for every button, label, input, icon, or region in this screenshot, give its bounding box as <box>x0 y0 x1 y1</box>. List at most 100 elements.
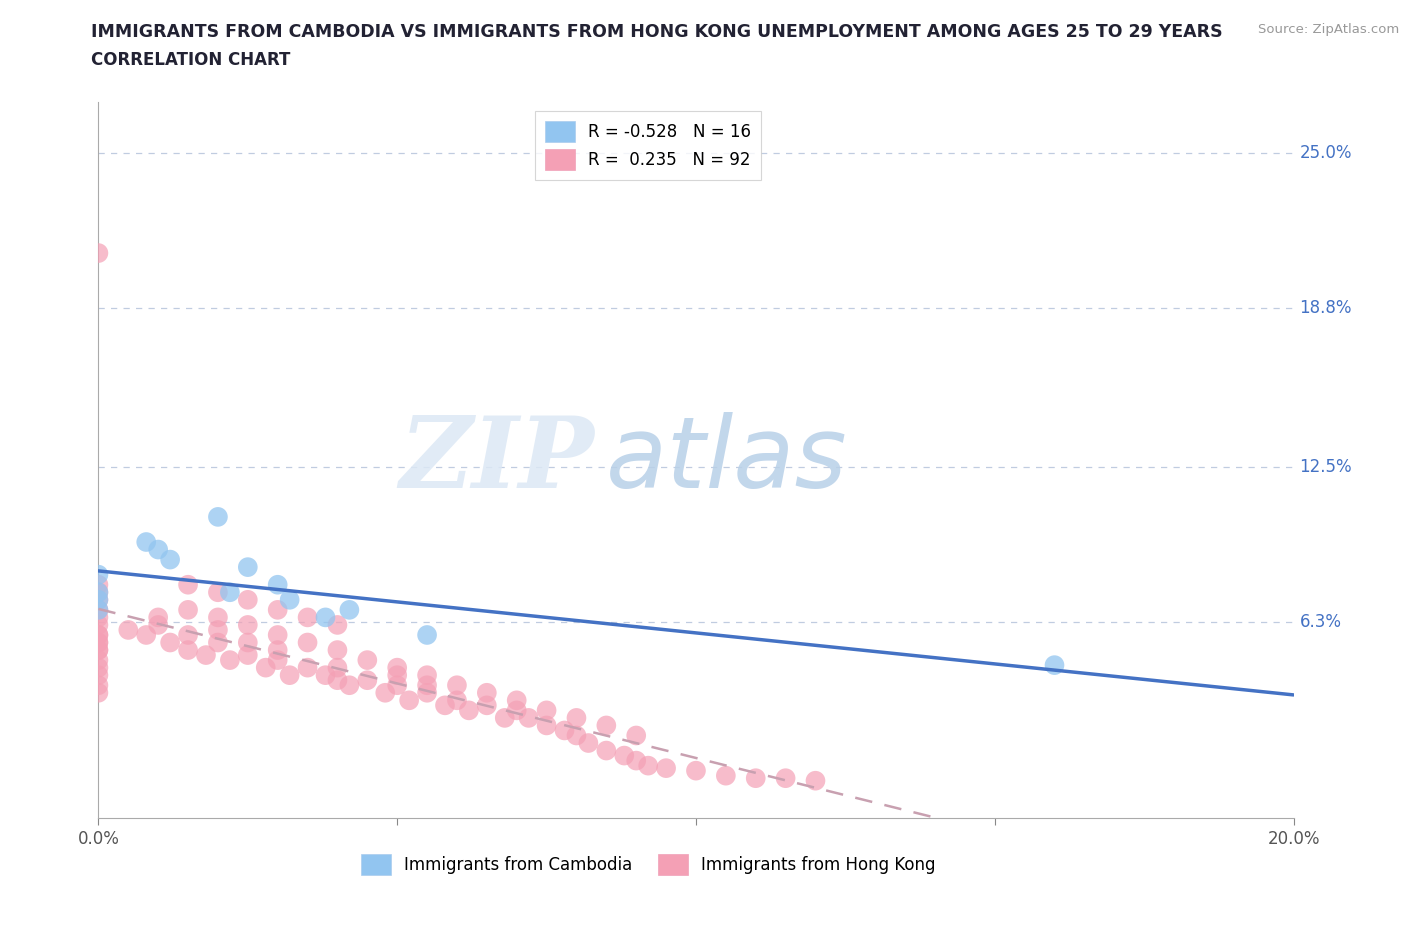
Point <box>177 628 200 643</box>
Point <box>87 643 110 658</box>
Point <box>315 668 337 683</box>
Point <box>326 618 349 632</box>
Point <box>195 647 218 662</box>
Point <box>87 635 110 650</box>
Point <box>494 711 516 725</box>
Point <box>278 668 301 683</box>
Text: ZIP: ZIP <box>399 412 595 509</box>
Point <box>87 628 110 643</box>
Point <box>207 622 229 637</box>
Point <box>626 728 648 743</box>
Point <box>267 653 290 668</box>
Point <box>339 678 361 693</box>
Point <box>685 764 707 778</box>
Point <box>385 678 409 693</box>
Point <box>326 660 349 675</box>
Point <box>554 723 576 737</box>
Text: CORRELATION CHART: CORRELATION CHART <box>91 51 291 69</box>
Point <box>87 660 110 675</box>
Y-axis label: Unemployment Among Ages 25 to 29 years: Unemployment Among Ages 25 to 29 years <box>0 285 7 636</box>
Point <box>236 560 259 575</box>
Point <box>297 635 319 650</box>
Point <box>385 668 409 683</box>
Point <box>207 585 229 600</box>
Point <box>637 758 659 773</box>
Text: 25.0%: 25.0% <box>1299 143 1353 162</box>
Point <box>356 672 378 687</box>
Point <box>87 668 110 683</box>
Point <box>236 592 259 607</box>
Text: 12.5%: 12.5% <box>1299 458 1353 475</box>
Point <box>148 542 170 557</box>
Point <box>374 685 396 700</box>
Point <box>267 603 290 618</box>
Point <box>339 603 361 618</box>
Point <box>1043 658 1066 672</box>
Point <box>775 771 797 786</box>
Point <box>595 718 617 733</box>
Point <box>177 603 200 618</box>
Point <box>87 603 110 618</box>
Point <box>87 592 110 607</box>
Point <box>177 578 200 592</box>
Point <box>745 771 768 786</box>
Point <box>87 246 110 260</box>
Point <box>135 628 157 643</box>
Point <box>236 618 259 632</box>
Point <box>87 635 110 650</box>
Point <box>207 635 229 650</box>
Point <box>87 678 110 693</box>
Text: 6.3%: 6.3% <box>1299 614 1341 631</box>
Point <box>87 585 110 600</box>
Point <box>87 618 110 632</box>
Point <box>714 768 737 783</box>
Point <box>207 610 229 625</box>
Point <box>578 736 600 751</box>
Point <box>87 592 110 607</box>
Text: IMMIGRANTS FROM CAMBODIA VS IMMIGRANTS FROM HONG KONG UNEMPLOYMENT AMONG AGES 25: IMMIGRANTS FROM CAMBODIA VS IMMIGRANTS F… <box>91 23 1223 41</box>
Point <box>87 610 110 625</box>
Point <box>416 628 439 643</box>
Point <box>326 643 349 658</box>
Point <box>565 728 588 743</box>
Point <box>536 703 558 718</box>
Point <box>398 693 420 708</box>
Point <box>517 711 540 725</box>
Text: atlas: atlas <box>606 412 848 509</box>
Point <box>613 748 636 763</box>
Text: 18.8%: 18.8% <box>1299 299 1353 317</box>
Point <box>87 653 110 668</box>
Text: Source: ZipAtlas.com: Source: ZipAtlas.com <box>1258 23 1399 36</box>
Legend: Immigrants from Cambodia, Immigrants from Hong Kong: Immigrants from Cambodia, Immigrants fro… <box>354 847 942 882</box>
Point <box>87 585 110 600</box>
Point <box>297 660 319 675</box>
Point <box>159 635 181 650</box>
Point <box>626 753 648 768</box>
Point <box>236 635 259 650</box>
Point <box>219 585 242 600</box>
Point <box>416 678 439 693</box>
Point <box>87 628 110 643</box>
Point <box>135 535 157 550</box>
Point <box>315 610 337 625</box>
Point <box>506 703 529 718</box>
Point <box>536 718 558 733</box>
Point <box>458 703 481 718</box>
Point <box>236 647 259 662</box>
Point <box>475 685 498 700</box>
Point <box>267 643 290 658</box>
Point <box>278 592 301 607</box>
Point <box>326 672 349 687</box>
Point <box>87 643 110 658</box>
Point <box>267 628 290 643</box>
Point <box>219 653 242 668</box>
Point <box>385 660 409 675</box>
Point <box>595 743 617 758</box>
Point <box>446 693 468 708</box>
Point <box>506 693 529 708</box>
Point <box>565 711 588 725</box>
Point <box>87 578 110 592</box>
Point <box>356 653 378 668</box>
Point <box>297 610 319 625</box>
Point <box>117 622 139 637</box>
